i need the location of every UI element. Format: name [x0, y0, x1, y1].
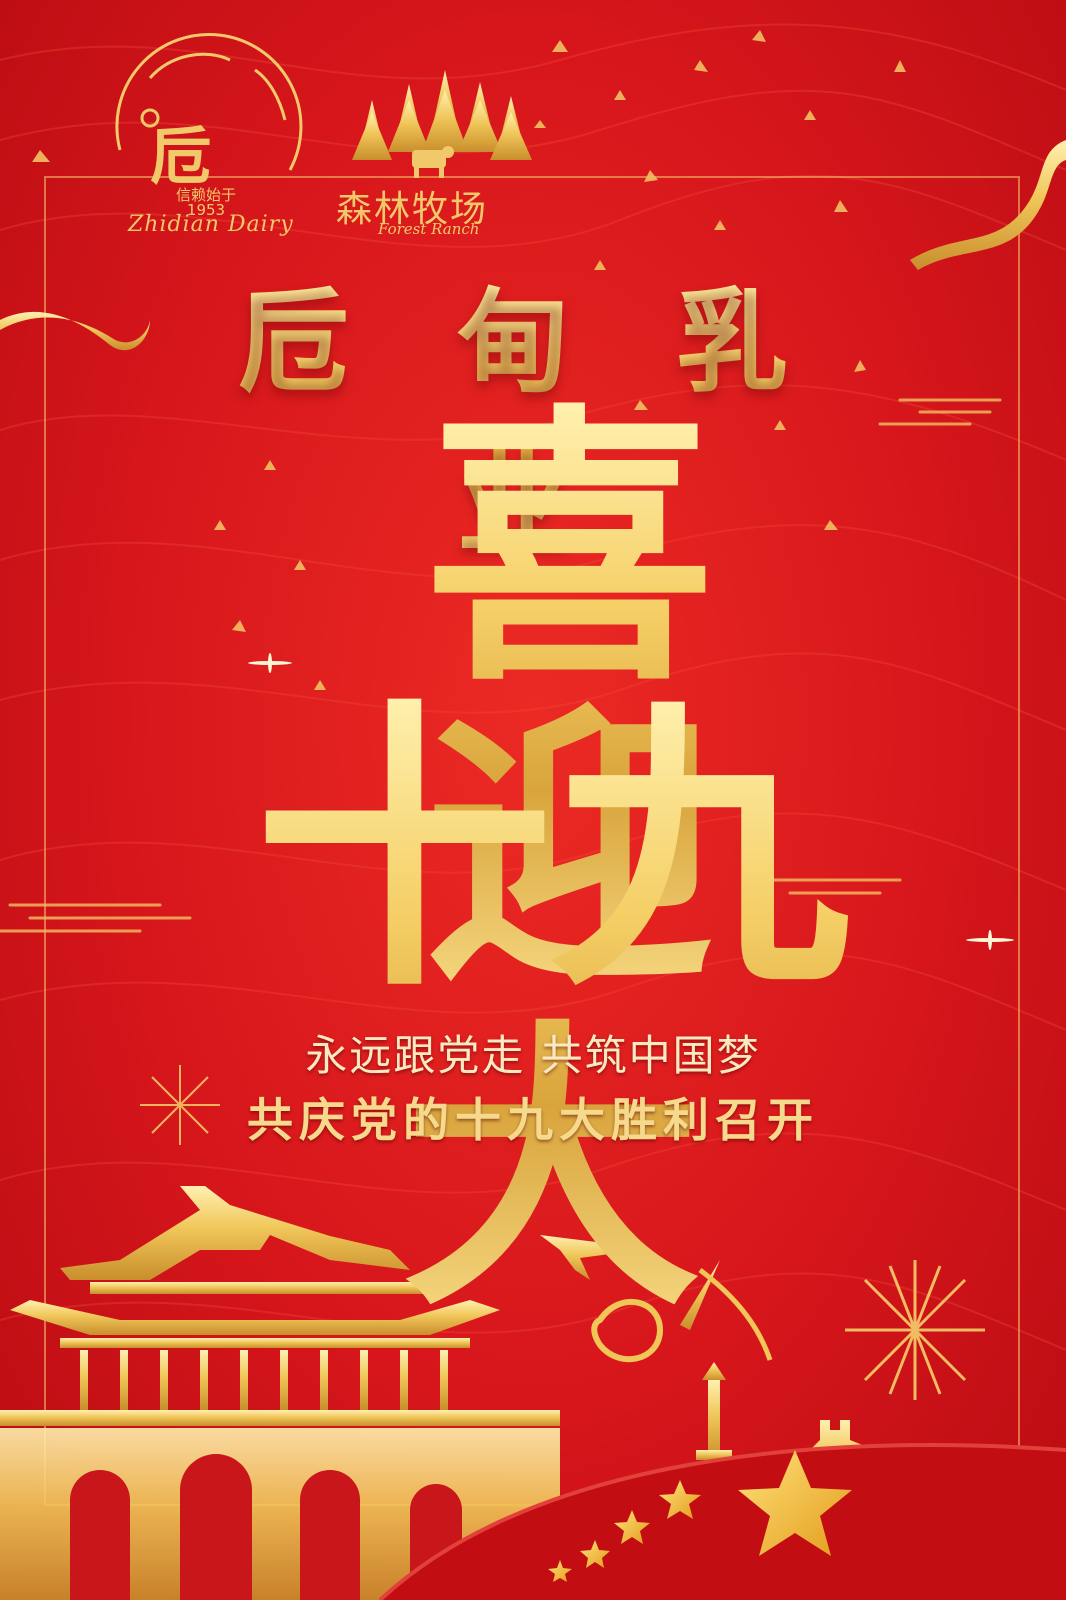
zhidian-dairy-logo: 卮 信赖始于 1953 Zhidian Dairy	[108, 40, 308, 240]
zhidian-logo-slogan: 信赖始于 1953	[176, 188, 236, 218]
zhidian-slogan-text: 信赖始于	[176, 186, 237, 204]
forest-ranch-logo: 森林牧场 Forest Ranch	[334, 60, 534, 240]
zhidian-logo-english: Zhidian Dairy	[128, 212, 294, 237]
slogan-line1: 永远跟党走 共筑中国梦	[305, 1031, 761, 1080]
slogan-line2: 共庆党的十九大胜利召开	[247, 1093, 819, 1147]
company-name: 卮 甸 乳 业	[150, 252, 910, 576]
forest-ranch-name-en: Forest Ranch	[378, 220, 480, 238]
hero-title-line2: 十九大	[110, 690, 990, 1330]
zhidian-founding-year: 1953	[186, 201, 226, 219]
hero-title-line1: 喜迎	[300, 400, 820, 1000]
zhidian-logo-mark: 卮	[150, 120, 213, 193]
forest-ranch-name-cn: 森林牧场	[336, 189, 489, 230]
